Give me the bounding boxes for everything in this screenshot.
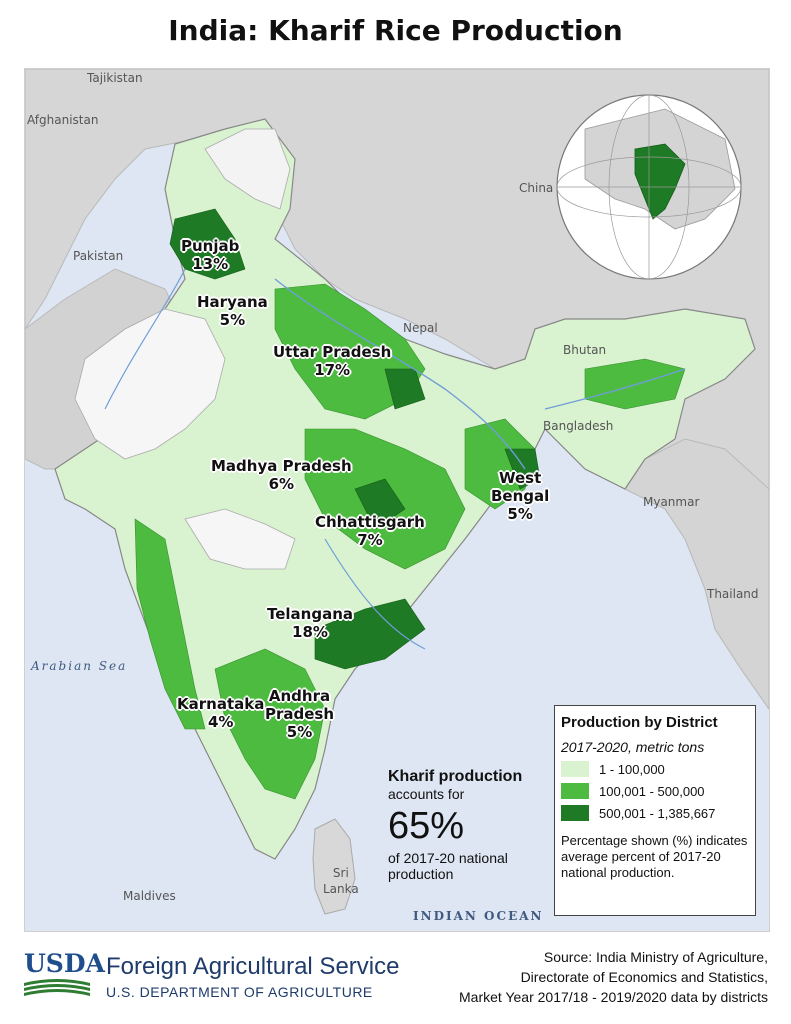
legend-swatch-mid: [561, 783, 589, 799]
label-bangladesh: Bangladesh: [543, 419, 614, 433]
source-line: Market Year 2017/18 - 2019/2020 data by …: [459, 989, 768, 1005]
state-share: 7%: [357, 531, 383, 549]
state-label-uttar-pradesh: Uttar Pradesh 17%: [273, 343, 391, 379]
district-high-central: [354, 478, 406, 530]
southeast-asia-land: [624, 438, 769, 710]
river: [274, 278, 526, 470]
label-thailand: Thailand: [707, 587, 759, 601]
usda-logo-field-icon: [24, 979, 90, 996]
district-high-wb: [504, 448, 541, 490]
national-share-callout: Kharif production accounts for 65% of 20…: [388, 768, 538, 882]
state-label-chhattisgarh: Chhattisgarh 7%: [315, 513, 425, 549]
agency-name: Foreign Agricultural Service: [106, 953, 400, 980]
no-data-region-deccan: [184, 508, 296, 570]
source-note: Source: India Ministry of Agriculture, D…: [459, 947, 768, 1007]
legend-swatch-low: [561, 761, 589, 777]
district-mid-east: [464, 418, 536, 510]
label-sri-lanka: Sri Lanka: [323, 866, 359, 896]
legend-label: 1 - 100,000: [599, 761, 665, 777]
legend-note: Percentage shown (%) indicates average p…: [561, 833, 748, 880]
callout-heading: Kharif production: [388, 768, 523, 785]
inset-india: [634, 143, 686, 220]
district-high-punjab: [169, 208, 246, 280]
no-data-region-kashmir: [204, 128, 291, 210]
state-label-karnataka: Karnataka 4%: [177, 695, 264, 731]
legend-swatch-high: [561, 805, 589, 821]
district-high-telangana: [314, 598, 426, 670]
state-label-haryana: Haryana 5%: [197, 293, 268, 329]
state-share: 5%: [507, 505, 533, 523]
source-line: Directorate of Economics and Statistics,: [520, 969, 768, 985]
label-myanmar: Myanmar: [643, 495, 700, 509]
usda-logo-text: USDA: [24, 949, 105, 978]
state-share: 17%: [314, 361, 351, 379]
label-maldives: Maldives: [123, 889, 176, 903]
state-name: Karnataka: [177, 695, 265, 713]
state-name: Andhra Pradesh: [265, 687, 335, 723]
legend-label: 100,001 - 500,000: [599, 783, 705, 799]
label-nepal: Nepal: [403, 321, 438, 335]
river: [544, 368, 686, 410]
callout-value: 65%: [388, 805, 465, 847]
state-share: 18%: [292, 623, 328, 641]
state-share: 4%: [207, 713, 234, 731]
no-data-region-west: [74, 308, 226, 460]
state-label-andhra-pradesh: Andhra Pradesh 5%: [265, 669, 334, 759]
label-indian-ocean: INDIAN OCEAN: [413, 909, 544, 923]
map-legend: Production by District 2017-2020, metric…: [554, 705, 756, 916]
state-label-telangana: Telangana 18%: [267, 605, 353, 641]
legend-item-low: 1 - 100,000: [561, 761, 749, 777]
state-name: Haryana: [197, 293, 268, 311]
district-mid-south: [214, 648, 326, 800]
legend-item-mid: 100,001 - 500,000: [561, 783, 749, 799]
state-name: Telangana: [267, 605, 354, 623]
map-title: India: Kharif Rice Production: [168, 14, 623, 47]
state-share: 6%: [268, 475, 295, 493]
state-label-punjab: Punjab 13%: [181, 237, 239, 273]
state-name: Madhya Pradesh: [211, 457, 352, 475]
sri-lanka-land: [312, 818, 356, 915]
label-arabian-sea: Arabian Sea: [31, 659, 128, 673]
river: [324, 538, 426, 650]
district-mid-westcoast: [134, 518, 206, 730]
state-share: 5%: [219, 311, 246, 329]
agency-department: U.S. DEPARTMENT OF AGRICULTURE: [106, 984, 373, 1000]
inset-globe: [556, 94, 742, 280]
state-name: Uttar Pradesh: [273, 343, 392, 361]
state-share: 13%: [192, 255, 229, 273]
state-name: West Bengal: [491, 469, 550, 505]
usda-logo[interactable]: USDA: [24, 949, 105, 999]
legend-subtitle: 2017-2020, metric tons: [561, 739, 705, 755]
callout-line3: production: [388, 866, 454, 882]
state-name: Punjab: [181, 237, 240, 255]
state-label-west-bengal: West Bengal 5%: [491, 451, 549, 541]
label-china: China: [519, 181, 554, 195]
legend-label: 500,001 - 1,385,667: [599, 805, 716, 821]
state-label-madhya-pradesh: Madhya Pradesh 6%: [211, 457, 352, 493]
state-name: Chhattisgarh: [315, 513, 425, 531]
source-line: Source: India Ministry of Agriculture,: [543, 949, 768, 965]
state-share: 5%: [286, 723, 313, 741]
legend-item-high: 500,001 - 1,385,667: [561, 805, 749, 821]
river: [104, 268, 186, 410]
legend-title: Production by District: [561, 714, 718, 731]
label-tajikistan: Tajikistan: [87, 71, 143, 85]
label-afghanistan: Afghanistan: [27, 113, 99, 127]
callout-line1: accounts for: [388, 786, 465, 802]
label-pakistan: Pakistan: [73, 249, 124, 263]
callout-line2: of 2017-20 national: [388, 850, 508, 866]
label-bhutan: Bhutan: [563, 343, 607, 357]
district-high-up: [384, 368, 426, 410]
